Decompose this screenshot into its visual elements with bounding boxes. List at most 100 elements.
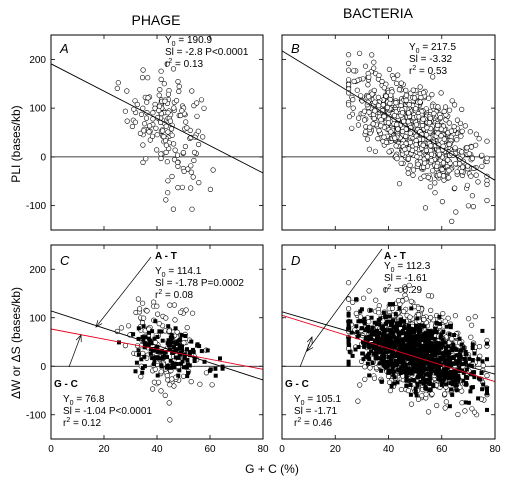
data-point-square (416, 352, 421, 356)
data-point-square (447, 404, 452, 409)
data-point-circle (140, 159, 146, 165)
data-point-square (416, 329, 421, 334)
data-point-circle (165, 178, 171, 184)
annotation-label: G - C (54, 379, 78, 390)
data-point-square (136, 326, 141, 331)
data-point-circle (484, 138, 490, 144)
annotation-stat: Sl = -1.04 P<0.0001 (63, 406, 152, 417)
data-point-circle (167, 302, 173, 308)
data-point-square (398, 320, 402, 325)
data-point-square (448, 323, 453, 328)
data-point-square (141, 324, 146, 329)
data-point-square (441, 377, 446, 382)
data-point-circle (378, 123, 384, 129)
data-point-square (160, 338, 165, 343)
data-point-circle (361, 117, 368, 123)
data-point-square (189, 339, 194, 344)
data-point-square (399, 366, 404, 371)
annotation-arrow (306, 248, 383, 352)
data-point-circle (457, 161, 463, 167)
data-point-circle (445, 157, 451, 163)
data-point-circle (367, 365, 373, 371)
data-point-square (459, 342, 464, 347)
data-point-circle (467, 129, 473, 135)
data-point-square (462, 356, 467, 361)
data-point-circle (396, 86, 403, 93)
data-point-circle (179, 108, 185, 114)
data-point-circle (438, 126, 444, 132)
data-point-square (374, 356, 379, 361)
data-point-square (457, 359, 462, 364)
data-point-square (433, 326, 438, 331)
data-point-square (426, 348, 431, 353)
data-point-square (389, 384, 394, 389)
data-point-circle (147, 123, 153, 129)
x-tick-label: 20 (98, 444, 110, 455)
data-point-square (386, 369, 391, 373)
data-point-circle (188, 185, 194, 191)
data-point-circle (453, 209, 459, 215)
data-point-square (456, 378, 461, 383)
data-point-circle (150, 110, 156, 116)
data-point-square (421, 376, 426, 381)
data-point-square (177, 343, 182, 348)
data-point-square (434, 330, 439, 334)
data-point-square (397, 306, 402, 311)
data-point-square (136, 336, 141, 341)
data-point-square (415, 383, 420, 388)
data-point-circle (436, 172, 442, 178)
data-point-square (437, 314, 442, 319)
data-point-square (183, 334, 188, 338)
data-point-square (213, 373, 218, 378)
data-point-circle (134, 101, 140, 108)
data-point-circle (158, 68, 164, 74)
data-point-circle (448, 128, 455, 134)
data-point-circle (442, 104, 449, 110)
data-point-circle (135, 296, 141, 302)
panel-letter: A (59, 41, 69, 56)
data-point-circle (162, 392, 168, 399)
regression-line (282, 314, 495, 383)
data-point-circle (124, 88, 130, 94)
data-point-square (362, 344, 367, 349)
stats-line: Y0 = 190.9 (165, 35, 212, 48)
data-point-circle (169, 132, 175, 138)
data-point-square (134, 360, 139, 365)
data-point-square (433, 351, 438, 356)
data-point-square (466, 400, 471, 405)
data-point-circle (140, 300, 146, 306)
data-point-circle (407, 162, 413, 168)
data-point-circle (401, 118, 407, 124)
data-point-square (446, 349, 451, 354)
data-point-circle (428, 315, 434, 321)
data-point-square (453, 383, 458, 388)
data-point-circle (174, 329, 180, 335)
data-point-circle (346, 77, 352, 83)
data-point-circle (158, 369, 164, 375)
data-point-square (146, 342, 151, 347)
data-point-square (140, 370, 145, 375)
data-point-square (395, 336, 400, 341)
data-point-circle (420, 142, 426, 148)
data-point-square (362, 321, 367, 326)
data-point-circle (408, 401, 415, 407)
data-point-circle (188, 163, 194, 169)
data-point-circle (403, 92, 410, 98)
data-point-circle (137, 306, 143, 312)
data-point-circle (439, 199, 446, 205)
data-point-square (385, 319, 390, 324)
data-point-circle (484, 155, 490, 161)
data-point-square (417, 355, 422, 360)
data-point-circle (166, 328, 172, 334)
y-tick-label: 100 (29, 104, 46, 115)
data-point-circle (198, 97, 205, 103)
data-point-square (140, 366, 145, 370)
data-point-square (415, 381, 420, 386)
data-point-square (457, 352, 462, 357)
data-point-square (180, 359, 185, 364)
data-point-circle (468, 144, 475, 150)
arrow-head (95, 320, 103, 328)
data-point-circle (142, 121, 148, 127)
data-point-circle (449, 218, 455, 224)
data-point-square (165, 355, 169, 360)
